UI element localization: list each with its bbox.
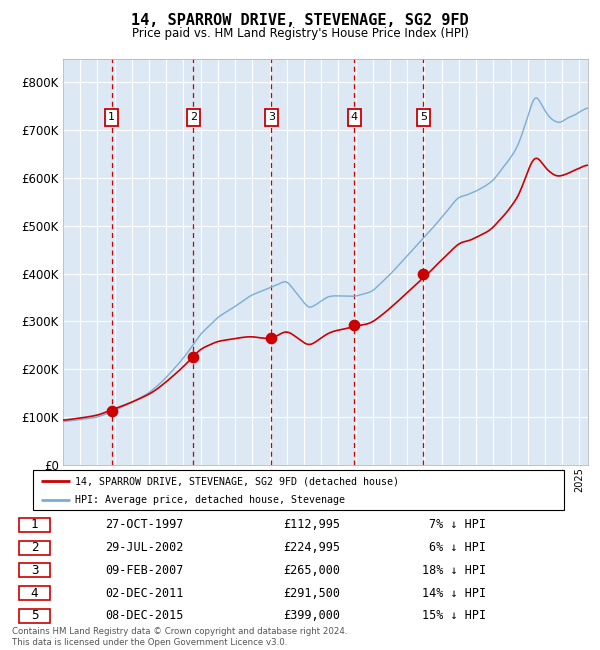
Text: 15% ↓ HPI: 15% ↓ HPI (422, 610, 486, 623)
Text: 4: 4 (350, 112, 358, 122)
Text: 7% ↓ HPI: 7% ↓ HPI (429, 519, 486, 532)
Point (188, 352, 198, 363)
Point (418, 269, 428, 280)
Text: 4: 4 (31, 586, 38, 599)
Text: 14, SPARROW DRIVE, STEVENAGE, SG2 9FD (detached house): 14, SPARROW DRIVE, STEVENAGE, SG2 9FD (d… (76, 476, 400, 486)
Text: 2: 2 (190, 112, 197, 122)
Text: Contains HM Land Registry data © Crown copyright and database right 2024.
This d: Contains HM Land Registry data © Crown c… (12, 627, 347, 647)
FancyBboxPatch shape (19, 541, 50, 554)
Text: 27-OCT-1997: 27-OCT-1997 (105, 519, 184, 532)
Text: HPI: Average price, detached house, Stevenage: HPI: Average price, detached house, Stev… (76, 495, 346, 505)
Text: £265,000: £265,000 (284, 564, 341, 577)
Text: £112,995: £112,995 (284, 519, 341, 532)
Text: 3: 3 (31, 564, 38, 577)
Text: 09-FEB-2007: 09-FEB-2007 (105, 564, 184, 577)
FancyBboxPatch shape (33, 470, 564, 510)
Text: 08-DEC-2015: 08-DEC-2015 (105, 610, 184, 623)
Text: Price paid vs. HM Land Registry's House Price Index (HPI): Price paid vs. HM Land Registry's House … (131, 27, 469, 40)
Text: £224,995: £224,995 (284, 541, 341, 554)
Text: 5: 5 (420, 112, 427, 122)
Point (107, 406, 116, 416)
Text: 5: 5 (31, 610, 38, 623)
Text: 2: 2 (31, 541, 38, 554)
Text: 14% ↓ HPI: 14% ↓ HPI (422, 586, 486, 599)
FancyBboxPatch shape (19, 586, 50, 600)
FancyBboxPatch shape (19, 518, 50, 532)
Text: 18% ↓ HPI: 18% ↓ HPI (422, 564, 486, 577)
FancyBboxPatch shape (19, 609, 50, 623)
Text: 1: 1 (108, 112, 115, 122)
Text: 02-DEC-2011: 02-DEC-2011 (105, 586, 184, 599)
Text: 1: 1 (31, 519, 38, 532)
Text: £399,000: £399,000 (284, 610, 341, 623)
FancyBboxPatch shape (19, 564, 50, 577)
Point (349, 320, 359, 331)
Text: 29-JUL-2002: 29-JUL-2002 (105, 541, 184, 554)
Text: £291,500: £291,500 (284, 586, 341, 599)
Text: 6% ↓ HPI: 6% ↓ HPI (429, 541, 486, 554)
Text: 3: 3 (268, 112, 275, 122)
Text: 14, SPARROW DRIVE, STEVENAGE, SG2 9FD: 14, SPARROW DRIVE, STEVENAGE, SG2 9FD (131, 13, 469, 28)
Point (266, 333, 276, 343)
